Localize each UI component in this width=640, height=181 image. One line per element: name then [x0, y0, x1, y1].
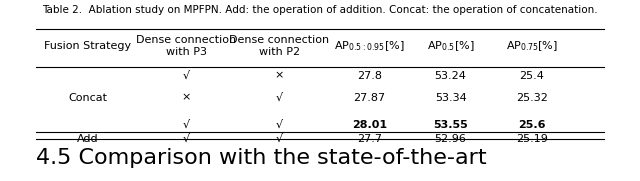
Text: Dense connection
with P2: Dense connection with P2 [229, 35, 330, 57]
Text: 53.55: 53.55 [433, 120, 468, 130]
Text: 27.7: 27.7 [357, 134, 382, 144]
Text: √: √ [183, 71, 190, 81]
Text: Dense connection
with P3: Dense connection with P3 [136, 35, 237, 57]
Text: 53.24: 53.24 [435, 71, 467, 81]
Text: AP$_{0.5}$[%]: AP$_{0.5}$[%] [427, 39, 474, 53]
Text: 27.87: 27.87 [353, 93, 385, 103]
Text: 25.32: 25.32 [516, 93, 548, 103]
Text: Concat: Concat [68, 93, 108, 103]
Text: √: √ [276, 134, 283, 144]
Text: Add: Add [77, 134, 99, 144]
Text: 53.34: 53.34 [435, 93, 467, 103]
Text: √: √ [276, 93, 283, 103]
Text: 28.01: 28.01 [352, 120, 387, 130]
Text: ×: × [275, 71, 284, 81]
Text: 52.96: 52.96 [435, 134, 467, 144]
Text: 27.8: 27.8 [357, 71, 382, 81]
Text: AP$_{0.75}$[%]: AP$_{0.75}$[%] [506, 39, 557, 53]
Text: 25.4: 25.4 [520, 71, 544, 81]
Text: Fusion Strategy: Fusion Strategy [44, 41, 131, 51]
Text: 25.6: 25.6 [518, 120, 545, 130]
Text: √: √ [183, 120, 190, 130]
Text: Table 2.  Ablation study on MPFPN. Add: the operation of addition. Concat: the o: Table 2. Ablation study on MPFPN. Add: t… [42, 5, 598, 15]
Text: 25.19: 25.19 [516, 134, 548, 144]
Text: ×: × [182, 93, 191, 103]
Text: 4.5 Comparison with the state-of-the-art: 4.5 Comparison with the state-of-the-art [36, 148, 486, 168]
Text: √: √ [183, 134, 190, 144]
Text: √: √ [276, 120, 283, 130]
Text: AP$_{0.5:0.95}$[%]: AP$_{0.5:0.95}$[%] [334, 39, 404, 53]
